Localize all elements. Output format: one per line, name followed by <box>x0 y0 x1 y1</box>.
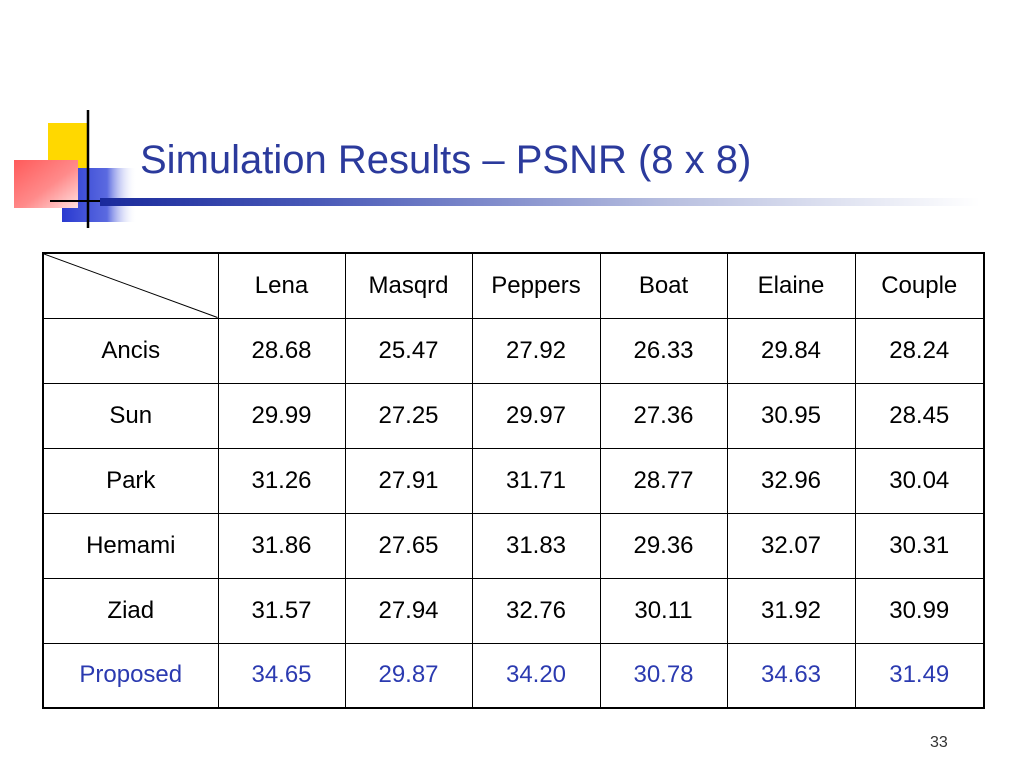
table-cell: 34.20 <box>471 642 601 709</box>
table-cell: 31.86 <box>217 512 346 579</box>
table-cell: 27.65 <box>344 512 473 579</box>
table-cell: 31.71 <box>471 447 601 514</box>
table-cell: 28.24 <box>854 317 985 384</box>
table-cell: 31.26 <box>217 447 346 514</box>
table-cell: 30.04 <box>854 447 985 514</box>
table-row: Park 31.26 27.91 31.71 28.77 32.96 30.04 <box>42 447 985 514</box>
row-label: Ziad <box>42 577 219 644</box>
table-cell: 27.92 <box>471 317 601 384</box>
corner-cell <box>42 252 219 319</box>
column-header: Couple <box>854 252 985 319</box>
table-row: Hemami 31.86 27.65 31.83 29.36 32.07 30.… <box>42 512 985 579</box>
slide-title: Simulation Results – PSNR (8 x 8) <box>140 138 752 182</box>
table-cell: 34.65 <box>217 642 346 709</box>
table-cell: 30.99 <box>854 577 985 644</box>
table-cell: 27.36 <box>599 382 728 449</box>
table-header-row: Lena Masqrd Peppers Boat Elaine Couple <box>42 252 985 319</box>
table-cell: 31.92 <box>726 577 856 644</box>
table-cell: 31.57 <box>217 577 346 644</box>
table-cell: 31.49 <box>854 642 985 709</box>
table-cell: 32.07 <box>726 512 856 579</box>
column-header: Elaine <box>726 252 856 319</box>
table-cell: 25.47 <box>344 317 473 384</box>
table-cell: 30.95 <box>726 382 856 449</box>
table-cell: 30.31 <box>854 512 985 579</box>
table-cell: 31.83 <box>471 512 601 579</box>
table-cell: 29.87 <box>344 642 473 709</box>
title-underline <box>100 198 980 206</box>
table-cell: 27.91 <box>344 447 473 514</box>
column-header: Masqrd <box>344 252 473 319</box>
row-label: Park <box>42 447 219 514</box>
table-cell: 29.97 <box>471 382 601 449</box>
page-number: 33 <box>930 734 948 751</box>
psnr-results-table: Lena Masqrd Peppers Boat Elaine Couple A… <box>42 252 985 709</box>
table-cell: 28.68 <box>217 317 346 384</box>
table-cell: 34.63 <box>726 642 856 709</box>
table-row: Ancis 28.68 25.47 27.92 26.33 29.84 28.2… <box>42 317 985 384</box>
column-header: Boat <box>599 252 728 319</box>
table-cell: 26.33 <box>599 317 728 384</box>
corner-diagonal-line <box>44 254 218 318</box>
row-label: Hemami <box>42 512 219 579</box>
column-header: Lena <box>217 252 346 319</box>
table-cell: 29.36 <box>599 512 728 579</box>
table-cell: 29.84 <box>726 317 856 384</box>
table-cell: 27.25 <box>344 382 473 449</box>
table-cell: 27.94 <box>344 577 473 644</box>
table-cell: 32.96 <box>726 447 856 514</box>
table-cell: 28.77 <box>599 447 728 514</box>
column-header: Peppers <box>471 252 601 319</box>
table-cell: 28.45 <box>854 382 985 449</box>
table-row: Ziad 31.57 27.94 32.76 30.11 31.92 30.99 <box>42 577 985 644</box>
row-label: Sun <box>42 382 219 449</box>
row-label: Ancis <box>42 317 219 384</box>
table-row-proposed: Proposed 34.65 29.87 34.20 30.78 34.63 3… <box>42 642 985 709</box>
table-cell: 29.99 <box>217 382 346 449</box>
slide-decoration-graphic <box>14 110 137 228</box>
table-cell: 32.76 <box>471 577 601 644</box>
table-cell: 30.11 <box>599 577 728 644</box>
row-label: Proposed <box>42 642 219 709</box>
table-row: Sun 29.99 27.25 29.97 27.36 30.95 28.45 <box>42 382 985 449</box>
table-cell: 30.78 <box>599 642 728 709</box>
